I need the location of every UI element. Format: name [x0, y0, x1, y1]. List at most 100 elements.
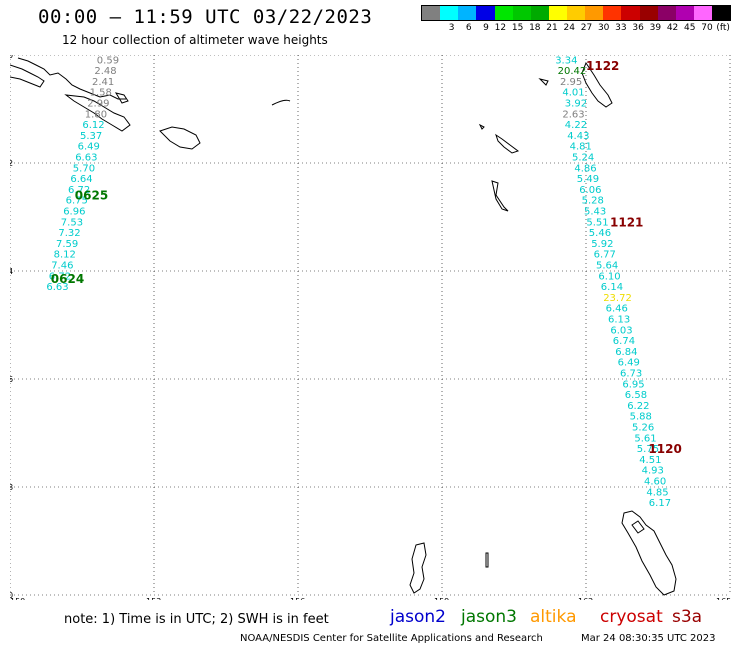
- lon-tick-label: 159: [434, 597, 449, 600]
- track-value-east: 4.81: [570, 142, 592, 153]
- scale-swatch-3: [476, 6, 495, 20]
- scale-label-4: 12: [494, 23, 507, 33]
- lon-tick-label: 165: [716, 597, 731, 600]
- page-title: 00:00 — 11:59 UTC 03/22/2023: [38, 6, 373, 28]
- track-value-east: 6.22: [627, 401, 649, 412]
- scale-label-6: 18: [529, 23, 541, 33]
- track-time-label: 0624: [51, 272, 84, 286]
- track-value-east: 2.95: [560, 77, 582, 88]
- scale-label-3: 9: [483, 23, 489, 33]
- track-value-east: 4.60: [644, 477, 666, 488]
- legend-jason3: jason3: [461, 607, 517, 627]
- legend-altika: altika: [530, 607, 577, 627]
- lon-tick-label: 150: [10, 597, 25, 600]
- track-value-east: 2.63: [562, 109, 584, 120]
- wave-height-color-scale: 3 6 9 12 15 18 21 24 27 30 33 36 39 42 45 70 (ft): [421, 5, 731, 35]
- lat-tick-label: -12: [10, 159, 13, 168]
- track-value-east: 5.61: [634, 433, 656, 444]
- lat-tick-label: -14: [10, 267, 13, 276]
- lon-tick-label: 162: [578, 597, 593, 600]
- scale-unit-label: (ft): [716, 23, 730, 33]
- track-value-east: 6.10: [598, 271, 620, 282]
- scale-label-9: 27: [580, 23, 593, 33]
- coastline-12: [485, 552, 489, 568]
- track-value-east: 6.06: [579, 185, 601, 196]
- track-value-east: 4.43: [567, 131, 589, 142]
- track-value-west: 7.46: [51, 261, 73, 272]
- credit-line: NOAA/NESDIS Center for Satellite Applica…: [240, 633, 543, 644]
- track-value-east: 5.75: [637, 444, 659, 455]
- scale-label-13: 39: [649, 23, 662, 33]
- track-value-west: 6.96: [63, 207, 85, 218]
- coastline-4: [114, 92, 129, 104]
- track-value-west: 6.49: [78, 142, 100, 153]
- lat-tick-label: -18: [10, 483, 13, 492]
- track-value-east: 5.43: [584, 207, 606, 218]
- track-value-east: 5.46: [589, 228, 611, 239]
- legend-jason2: jason2: [390, 607, 446, 627]
- coastline-13: [621, 510, 677, 596]
- lat-tick-label: -16: [10, 375, 13, 384]
- coastline-10: [491, 180, 509, 212]
- track-value-west: 1.58: [90, 88, 112, 99]
- track-value-east: 4.22: [565, 120, 587, 131]
- coastline-5: [271, 99, 291, 106]
- scale-label-7: 21: [546, 23, 558, 33]
- scale-swatch-2: [458, 6, 477, 20]
- track-value-east: 6.49: [618, 358, 640, 369]
- altimeter-map: 150 153 156 159 162 165 -10 -12 -14 -16 -18 -20 0.59…: [10, 55, 740, 600]
- lat-tick-label: -10: [10, 55, 13, 60]
- track-value-east: 5.49: [577, 174, 599, 185]
- track-value-east: 4.86: [574, 163, 596, 174]
- track-value-east: 6.58: [625, 390, 647, 401]
- scale-label-15: 45: [684, 23, 696, 33]
- coastline-2: [64, 94, 131, 132]
- track-value-east: 6.74: [613, 336, 635, 347]
- track-time-label: 1121: [610, 215, 643, 229]
- track-value-west: 5.70: [73, 163, 95, 174]
- track-value-east: 5.28: [582, 196, 604, 207]
- scale-label-14: 42: [666, 23, 679, 33]
- lon-tick-label: 156: [290, 597, 305, 600]
- scale-label-5: 15: [511, 23, 524, 33]
- scale-swatch-16: [712, 6, 731, 20]
- track-value-east: 20.42: [558, 66, 587, 77]
- track-value-west: 6.75: [66, 196, 88, 207]
- track-value-east: 6.03: [610, 325, 632, 336]
- scale-swatch-11: [621, 6, 640, 20]
- scale-swatch-13: [657, 6, 676, 20]
- track-value-west: 6.72: [49, 271, 71, 282]
- track-value-west: 7.53: [61, 217, 83, 228]
- track-value-east: 4.51: [639, 455, 661, 466]
- track-time-label: 0625: [75, 188, 108, 202]
- track-value-east: 4.01: [562, 88, 584, 99]
- scale-label-0: [421, 21, 438, 35]
- scale-label-2: 6: [465, 23, 472, 33]
- scale-swatch-15: [693, 6, 712, 20]
- track-value-east: 4.85: [646, 487, 668, 498]
- scale-swatch-8: [567, 6, 586, 20]
- scale-swatch-4: [494, 6, 513, 20]
- track-time-label: 1120: [648, 442, 681, 456]
- coastline-14: [631, 520, 645, 534]
- scale-swatch-9: [585, 6, 604, 20]
- scale-label-16: 70: [701, 23, 713, 33]
- lon-tick-label: 153: [146, 597, 161, 600]
- track-value-east: 6.14: [601, 282, 623, 293]
- lat-tick-label: -20: [10, 591, 13, 600]
- track-value-west: 7.32: [58, 228, 80, 239]
- track-value-east: 6.13: [608, 315, 630, 326]
- track-value-east: 6.84: [615, 347, 637, 358]
- coastline-9: [478, 123, 485, 130]
- scale-label-12: 36: [632, 23, 644, 33]
- scale-label-11: 33: [615, 23, 627, 33]
- track-value-west: 2.48: [94, 66, 116, 77]
- color-scale-labels: 3 6 9 12 15 18 21 24 27 30 33 36 39 42 45 70 (ft): [421, 21, 731, 35]
- track-value-west: 0.59: [97, 55, 119, 66]
- scale-swatch-14: [675, 6, 694, 20]
- track-value-west: 7.59: [56, 239, 78, 250]
- scale-swatch-10: [603, 6, 622, 20]
- scale-label-10: 30: [597, 23, 610, 33]
- track-value-east: 5.88: [630, 412, 652, 423]
- coastline-3: [159, 126, 201, 150]
